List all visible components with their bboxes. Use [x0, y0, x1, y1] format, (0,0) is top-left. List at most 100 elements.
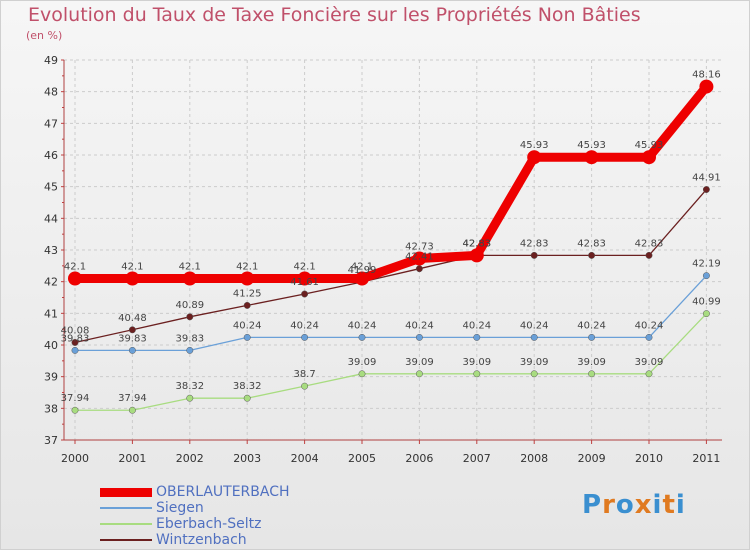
- data-label: 39.09: [577, 357, 606, 368]
- data-point: [645, 370, 653, 378]
- x-tick-label: 2001: [118, 452, 146, 465]
- logo-letter: i: [675, 490, 686, 520]
- data-point: [415, 370, 423, 378]
- data-point: [642, 150, 656, 165]
- data-point: [301, 333, 309, 341]
- legend: OBERLAUTERBACH Siegen Eberbach-Seltz Win…: [100, 484, 290, 548]
- legend-label-oberlauterbach: OBERLAUTERBACH: [156, 484, 290, 500]
- logo-letter: x: [634, 490, 653, 520]
- y-tick-label: 37: [44, 434, 58, 447]
- data-label: 40.99: [692, 297, 721, 308]
- x-tick-label: 2008: [520, 452, 548, 465]
- proxiti-logo: Proxiti: [582, 490, 686, 520]
- data-point: [530, 370, 538, 378]
- logo-letter: t: [662, 490, 676, 520]
- data-label: 41.61: [290, 277, 319, 288]
- x-tick-label: 2011: [692, 452, 720, 465]
- data-label: 48.16: [692, 70, 721, 81]
- data-point: [71, 339, 79, 346]
- y-tick-label: 48: [44, 86, 58, 99]
- data-point: [588, 333, 596, 341]
- data-label: 41.99: [348, 265, 377, 276]
- x-tick-label: 2004: [291, 452, 319, 465]
- data-label: 45.93: [577, 140, 606, 151]
- data-label: 39.09: [462, 357, 491, 368]
- data-label: 39.09: [520, 357, 549, 368]
- data-point: [473, 370, 481, 378]
- legend-label-siegen: Siegen: [156, 500, 204, 516]
- data-point: [469, 248, 484, 263]
- y-tick-label: 38: [44, 402, 58, 415]
- data-label: 45.93: [520, 140, 549, 151]
- data-point: [699, 79, 714, 94]
- data-label: 39.83: [61, 333, 90, 344]
- y-tick-label: 41: [44, 307, 58, 320]
- x-tick-label: 2010: [635, 452, 663, 465]
- x-tick-label: 2005: [348, 452, 376, 465]
- data-point: [71, 406, 79, 414]
- x-tick-label: 2003: [233, 452, 261, 465]
- data-point: [128, 326, 136, 334]
- x-tick-label: 2007: [463, 452, 491, 465]
- legend-item-siegen: Siegen: [100, 500, 290, 516]
- data-label: 40.24: [290, 320, 319, 331]
- y-tick-label: 45: [44, 181, 58, 194]
- unit-label: (en %): [26, 29, 63, 42]
- logo-letter: r: [602, 490, 616, 520]
- data-label: 41.25: [233, 288, 262, 299]
- data-label: 40.48: [118, 313, 147, 324]
- data-point: [186, 394, 194, 402]
- data-label: 44.91: [692, 173, 721, 184]
- data-point: [473, 333, 481, 341]
- y-tick-label: 43: [44, 244, 58, 257]
- data-point: [301, 382, 309, 390]
- data-point: [186, 346, 194, 354]
- data-point: [128, 346, 136, 354]
- data-label: 38.7: [293, 369, 315, 380]
- data-point: [243, 394, 251, 402]
- chart-title: Evolution du Taux de Taxe Foncière sur l…: [28, 4, 641, 26]
- legend-label-wintzenbach: Wintzenbach: [156, 532, 247, 548]
- data-point: [243, 301, 251, 309]
- data-point: [415, 265, 423, 273]
- series-line-eberbach-seltz: [74, 312, 708, 411]
- data-point: [71, 346, 79, 354]
- data-point: [128, 406, 136, 414]
- data-label: 39.83: [175, 333, 204, 344]
- data-label: 40.24: [520, 320, 549, 331]
- data-label: 37.94: [118, 393, 147, 404]
- data-point: [702, 186, 710, 193]
- data-point: [645, 251, 653, 259]
- data-label: 39.09: [635, 357, 664, 368]
- x-tick-label: 2006: [405, 452, 433, 465]
- data-label: 45.93: [635, 140, 664, 151]
- data-point: [358, 333, 366, 341]
- y-tick-label: 49: [44, 54, 58, 67]
- legend-item-eberbach-seltz: Eberbach-Seltz: [100, 516, 290, 532]
- data-point: [702, 310, 710, 318]
- data-label: 40.24: [233, 320, 262, 331]
- y-tick-label: 46: [44, 149, 58, 162]
- legend-swatch-siegen: [100, 507, 152, 509]
- series-line-wintzenbach: [74, 188, 708, 344]
- data-label: 42.1: [64, 262, 86, 273]
- data-label: 37.94: [61, 393, 90, 404]
- data-label: 40.24: [348, 320, 377, 331]
- y-tick-label: 42: [44, 276, 58, 289]
- data-point: [186, 313, 194, 321]
- data-label: 42.1: [179, 262, 201, 273]
- data-point: [297, 271, 312, 286]
- data-label: 40.89: [175, 300, 204, 311]
- data-label: 42.83: [635, 238, 664, 249]
- data-label: 39.83: [118, 333, 147, 344]
- logo-letter: i: [652, 490, 663, 520]
- legend-label-eberbach-seltz: Eberbach-Seltz: [156, 516, 262, 532]
- data-point: [645, 333, 653, 341]
- data-label: 39.09: [348, 357, 377, 368]
- data-point: [530, 333, 538, 341]
- data-point: [588, 251, 596, 259]
- x-tick-label: 2009: [578, 452, 606, 465]
- data-label: 42.83: [462, 238, 491, 249]
- y-tick-label: 47: [44, 117, 58, 130]
